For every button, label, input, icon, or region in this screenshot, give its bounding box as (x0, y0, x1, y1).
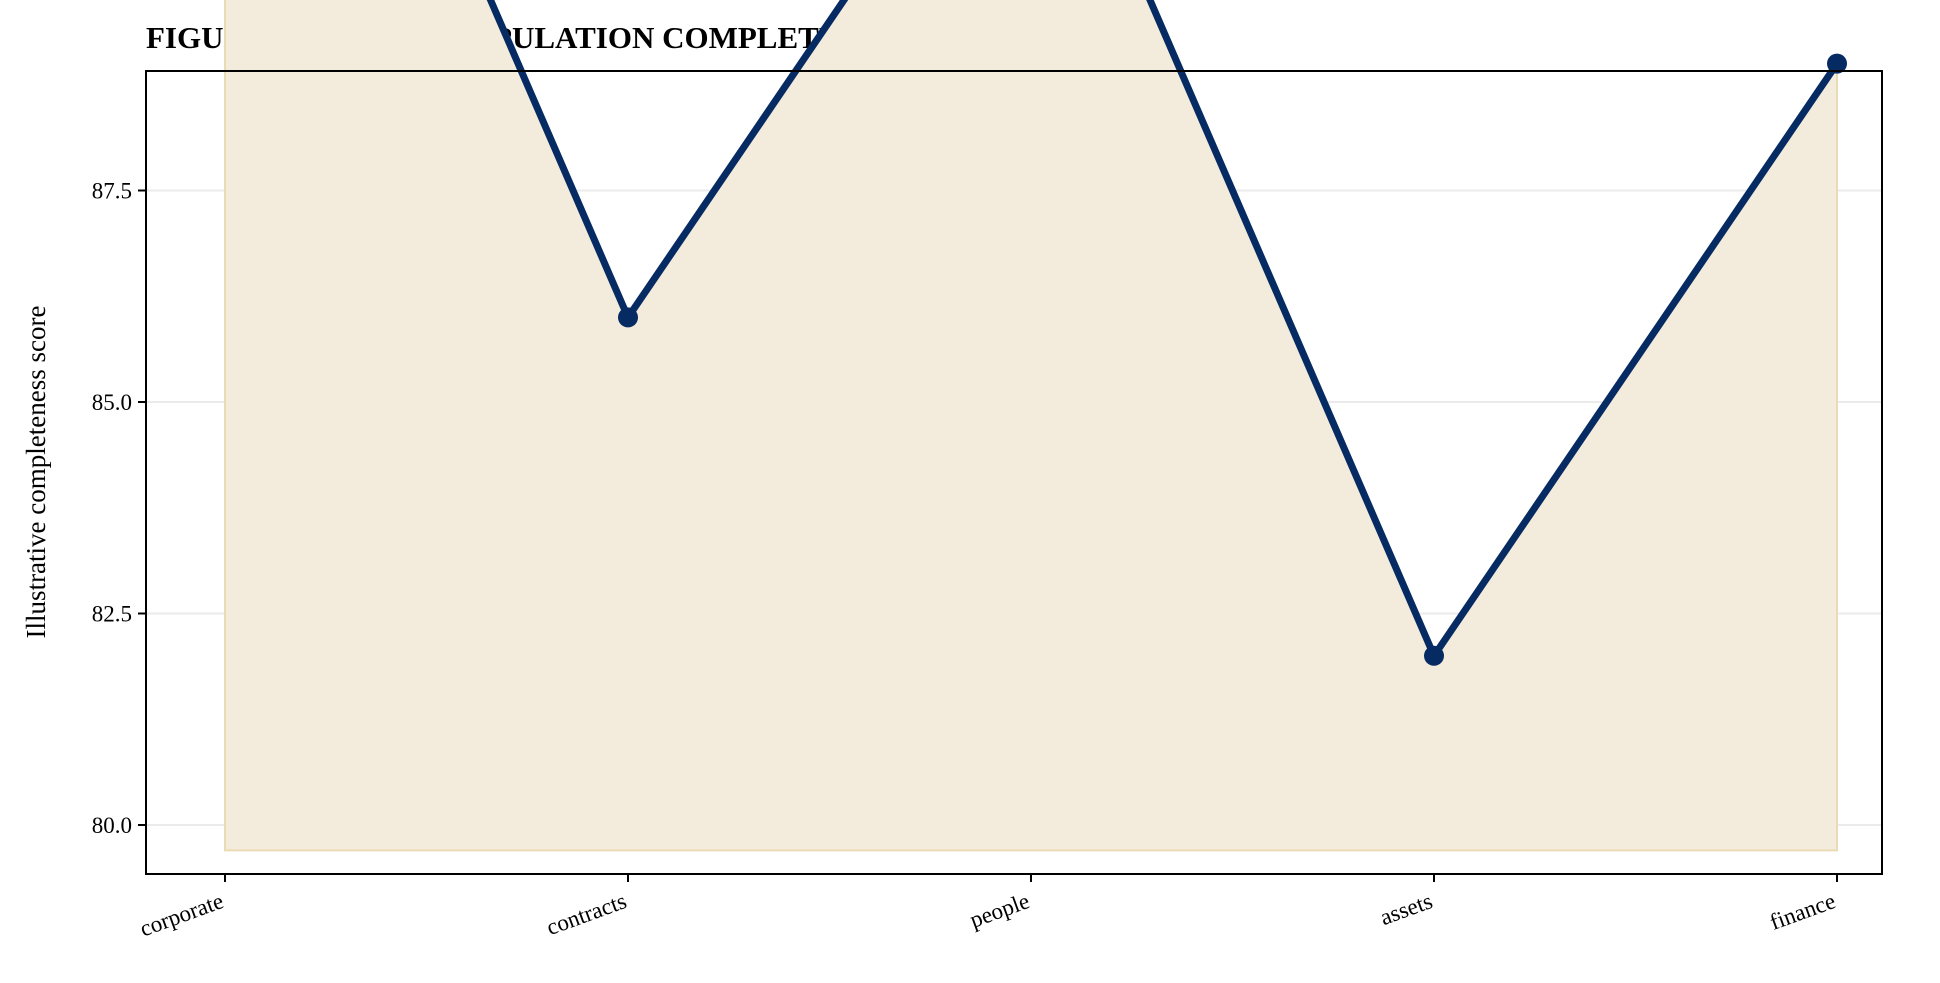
fill-area-layer (224, 0, 1838, 852)
y-tick-label: 87.5 (92, 179, 132, 204)
x-tick-label-contracts: contracts (543, 888, 630, 940)
y-tick-label: 80.0 (92, 813, 132, 838)
data-point-finance (1827, 53, 1847, 74)
area-fill (224, 0, 1838, 852)
data-point-contracts (618, 307, 638, 328)
series-line-layer (486, 0, 1841, 660)
y-axis: 80.082.585.087.590.092.595.097.5 (92, 179, 146, 838)
x-tick-label-assets: assets (1377, 888, 1436, 930)
y-axis-label: Illustrative completeness score (21, 306, 51, 639)
x-tick-label-finance: finance (1767, 888, 1839, 935)
data-point-assets (1424, 645, 1444, 666)
x-tick-label-corporate: corporate (137, 888, 227, 941)
plot-frame (145, 70, 1883, 875)
series-marker-layer (618, 53, 1847, 666)
y-tick-label: 85.0 (92, 390, 132, 415)
y-tick-label: 82.5 (92, 602, 132, 627)
series-line (486, 0, 1841, 660)
x-tick-label-people: people (967, 888, 1033, 932)
x-axis: corporate contracts people assets finance (137, 874, 1839, 941)
